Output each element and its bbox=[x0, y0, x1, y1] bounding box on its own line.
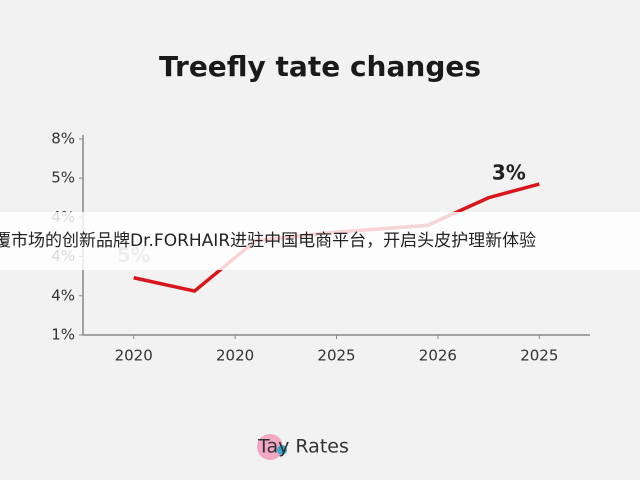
banner-text: 覆市场的创新品牌Dr.FORHAIR进驻中国电商平台，开启头皮护理新体验 bbox=[0, 231, 536, 251]
y-tick-label: 5% bbox=[51, 169, 75, 187]
y-tick-label: 4% bbox=[51, 286, 75, 304]
x-tick-label: 2025 bbox=[520, 347, 558, 365]
banner-background bbox=[0, 212, 640, 270]
x-tick-label: 2026 bbox=[419, 347, 457, 365]
y-tick-label: 8% bbox=[51, 129, 75, 147]
logo-text: Tay Rates bbox=[257, 436, 349, 458]
annotation: 3% bbox=[492, 161, 526, 185]
logo-dot bbox=[277, 445, 287, 455]
footer-logo: Tay Rates bbox=[257, 434, 349, 460]
x-tick-label: 2025 bbox=[317, 347, 355, 365]
y-tick-label: 1% bbox=[51, 326, 75, 344]
chart-title: Treefly tate changes bbox=[159, 50, 481, 83]
banner: 覆市场的创新品牌Dr.FORHAIR进驻中国电商平台，开启头皮护理新体验 bbox=[0, 212, 640, 270]
x-tick-label: 2020 bbox=[216, 347, 254, 365]
logo-circle bbox=[257, 434, 283, 460]
x-tick-label: 2020 bbox=[115, 347, 153, 365]
